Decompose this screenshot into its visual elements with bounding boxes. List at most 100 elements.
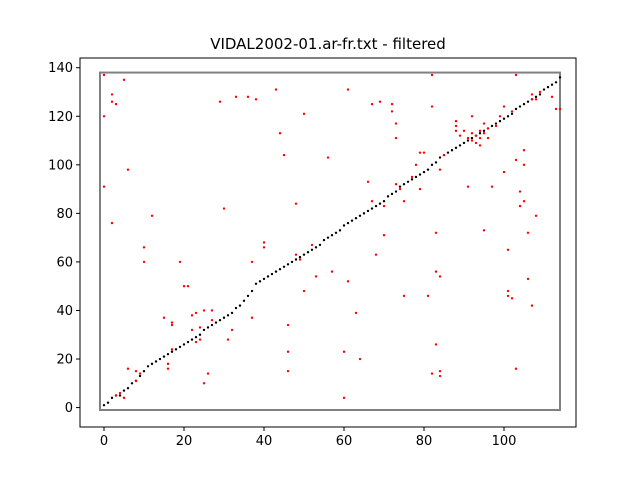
data-point <box>374 204 378 208</box>
data-point <box>286 263 290 266</box>
data-point <box>302 112 306 116</box>
data-point <box>370 200 374 203</box>
data-point <box>482 229 486 232</box>
data-point <box>166 367 170 370</box>
data-point <box>250 260 254 264</box>
data-point <box>482 122 486 125</box>
filter-box-rect <box>99 71 561 412</box>
data-point <box>506 294 510 298</box>
y-tick-label: 80 <box>56 207 73 222</box>
data-point <box>114 102 118 106</box>
data-point <box>498 115 502 118</box>
data-point <box>194 311 198 315</box>
data-point <box>282 265 286 268</box>
data-point <box>214 321 218 324</box>
data-point <box>470 132 474 135</box>
data-point <box>506 115 510 118</box>
data-point <box>138 372 142 375</box>
series-0 <box>102 76 562 407</box>
data-point <box>530 304 534 307</box>
data-point <box>250 289 254 293</box>
data-point <box>286 323 290 327</box>
data-point <box>118 391 122 395</box>
data-point <box>298 258 302 261</box>
data-point <box>210 323 214 327</box>
data-point <box>398 185 402 188</box>
data-point <box>498 119 502 123</box>
data-point <box>418 151 422 154</box>
data-point <box>234 306 238 310</box>
data-point <box>514 158 518 162</box>
x-tick-label: 100 <box>492 434 517 449</box>
data-point <box>430 73 434 77</box>
data-point <box>170 321 174 324</box>
data-point <box>510 297 514 300</box>
data-point <box>510 110 514 113</box>
x-tick-label: 40 <box>256 434 273 449</box>
data-point <box>398 187 402 191</box>
data-point <box>330 234 334 237</box>
data-point <box>146 365 150 368</box>
data-point <box>202 328 206 332</box>
data-point <box>522 200 526 203</box>
data-point <box>210 318 214 322</box>
data-point <box>210 309 214 312</box>
data-point <box>230 328 234 332</box>
data-point <box>522 163 526 167</box>
data-point <box>502 117 506 120</box>
data-point <box>470 136 474 140</box>
data-point <box>222 207 226 210</box>
data-point <box>254 98 258 101</box>
data-point <box>258 280 262 283</box>
data-point <box>350 219 354 222</box>
data-point <box>534 214 538 217</box>
data-point <box>526 277 530 281</box>
data-point <box>310 248 314 251</box>
data-point <box>302 289 306 293</box>
data-point <box>102 185 106 188</box>
data-point <box>266 275 270 278</box>
x-tick-label: 60 <box>336 434 353 449</box>
data-point <box>454 124 458 128</box>
data-point <box>494 124 498 128</box>
data-point <box>206 372 210 375</box>
data-point <box>558 107 562 111</box>
x-tick-label: 20 <box>176 434 193 449</box>
data-point <box>158 357 162 361</box>
data-point <box>434 161 438 164</box>
data-point <box>538 90 542 94</box>
data-point <box>558 76 562 79</box>
data-point <box>366 180 370 184</box>
data-point <box>142 260 146 264</box>
data-point <box>378 202 382 205</box>
data-point <box>382 204 386 208</box>
data-point <box>394 136 398 140</box>
data-point <box>110 396 114 400</box>
data-point <box>482 132 486 135</box>
x-axis: 0 20 40 60 80 100 <box>100 427 517 449</box>
data-point <box>518 105 522 108</box>
data-point <box>270 272 274 276</box>
data-point <box>346 88 350 91</box>
data-point <box>122 389 126 392</box>
data-point <box>190 328 194 332</box>
data-point <box>410 175 414 179</box>
data-point <box>346 221 350 225</box>
data-point <box>170 350 174 353</box>
data-point <box>438 374 442 378</box>
data-point <box>118 394 122 397</box>
data-point <box>422 151 426 154</box>
data-point <box>306 251 310 254</box>
data-point <box>342 396 346 400</box>
x-tick-label: 0 <box>100 434 108 449</box>
data-point <box>178 260 182 264</box>
data-point <box>186 284 190 288</box>
data-point <box>322 238 326 242</box>
data-point <box>354 217 358 220</box>
data-point <box>406 180 410 184</box>
data-point <box>110 93 114 96</box>
data-point <box>202 382 206 385</box>
data-point <box>474 134 478 137</box>
data-point <box>538 93 542 96</box>
data-point <box>378 100 382 103</box>
